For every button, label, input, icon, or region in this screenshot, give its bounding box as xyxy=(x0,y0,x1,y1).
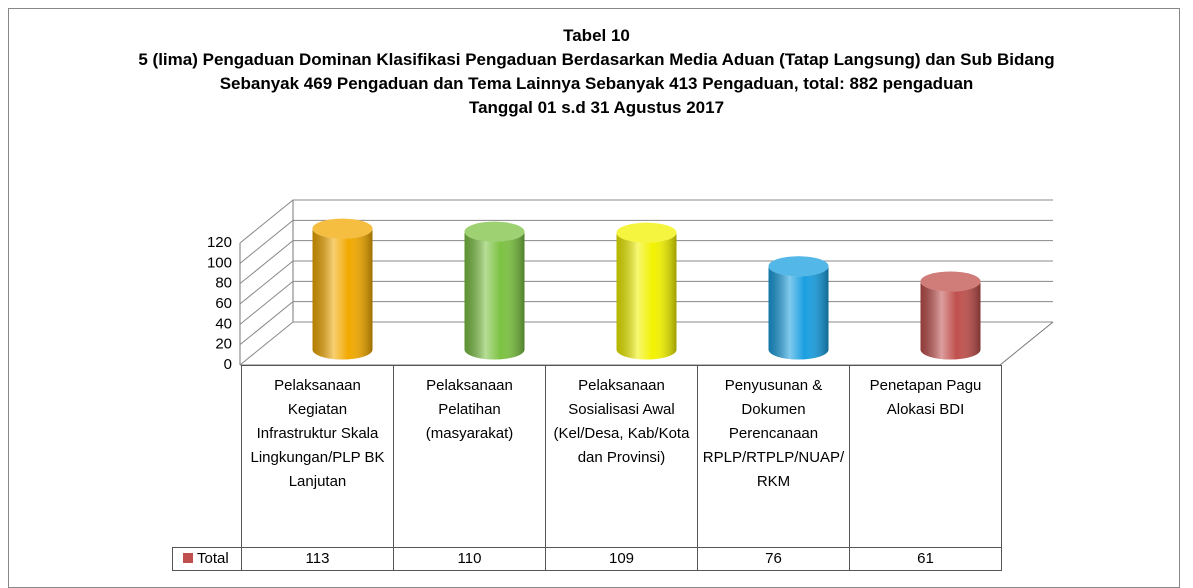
grid-line xyxy=(239,240,1053,285)
y-tick-label: 60 xyxy=(215,295,232,312)
value-label: 113 xyxy=(241,547,394,571)
category-label: Penyusunan & Dokumen Perencanaan RPLP/RT… xyxy=(697,365,850,548)
value-label: 109 xyxy=(545,547,698,571)
cylinder-top xyxy=(312,218,373,239)
cylinder-shade xyxy=(464,231,525,360)
legend-key: Total xyxy=(172,547,242,571)
category-label: Pelaksanaan Pelatihan (masyarakat) xyxy=(393,365,546,548)
legend-swatch xyxy=(183,553,193,563)
grid-line xyxy=(239,219,1053,264)
legend-label: Total xyxy=(197,550,229,567)
page: {"chart_data": {"type": "bar3d-cylinder"… xyxy=(8,8,1180,588)
value-label: 61 xyxy=(849,547,1002,571)
y-tick-label: 40 xyxy=(215,315,232,332)
chart-title: Tabel 10 xyxy=(563,26,630,45)
grid-line xyxy=(239,199,1053,244)
value-label: 110 xyxy=(393,547,546,571)
cylinder-top-shade xyxy=(464,221,525,242)
chart: 0 20 40 60 80 100 120 xyxy=(207,199,1054,373)
y-tick-label: 120 xyxy=(207,234,232,251)
cylinder-top-shade xyxy=(616,222,677,243)
y-tick-label: 20 xyxy=(215,336,232,353)
category-label: Pelaksanaan Sosialisasi Awal (Kel/Desa, … xyxy=(545,365,698,548)
chart-subtitle: 5 (lima) Pengaduan Dominan Klasifikasi P… xyxy=(138,50,1055,93)
cylinder-top-shade xyxy=(920,271,981,292)
cylinder-shade xyxy=(920,281,981,360)
cylinder-top xyxy=(768,256,829,277)
data-table: Pelaksanaan Kegiatan Infrastruktur Skala… xyxy=(172,365,1002,571)
cylinder-top-shade xyxy=(768,256,829,277)
cylinder-shade xyxy=(616,232,677,360)
category-label: Penetapan Pagu Alokasi BDI xyxy=(849,365,1002,548)
y-tick-label: 100 xyxy=(207,254,232,271)
chart-subtitle: Tanggal 01 s.d 31 Agustus 2017 xyxy=(468,98,725,117)
y-tick-label: 80 xyxy=(215,275,232,292)
cylinder-top xyxy=(920,271,981,292)
y-tick-label: 0 xyxy=(224,356,232,373)
cylinder-top-shade xyxy=(312,218,373,239)
cylinder-top xyxy=(464,221,525,242)
cylinder-shade xyxy=(312,228,373,360)
cylinder-shade xyxy=(768,266,829,360)
cylinder-top xyxy=(616,222,677,243)
value-label: 76 xyxy=(697,547,850,571)
empty-cell xyxy=(172,365,242,548)
category-label: Pelaksanaan Kegiatan Infrastruktur Skala… xyxy=(241,365,394,548)
titles: Tabel 10 5 (lima) Pengaduan Dominan Klas… xyxy=(100,24,1093,120)
